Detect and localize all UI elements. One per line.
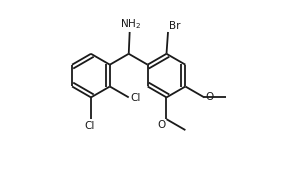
Text: Br: Br xyxy=(169,21,180,31)
Text: O: O xyxy=(205,92,214,102)
Text: Cl: Cl xyxy=(85,121,95,131)
Text: O: O xyxy=(157,120,166,130)
Text: NH$_2$: NH$_2$ xyxy=(120,17,141,31)
Text: Cl: Cl xyxy=(130,93,141,103)
